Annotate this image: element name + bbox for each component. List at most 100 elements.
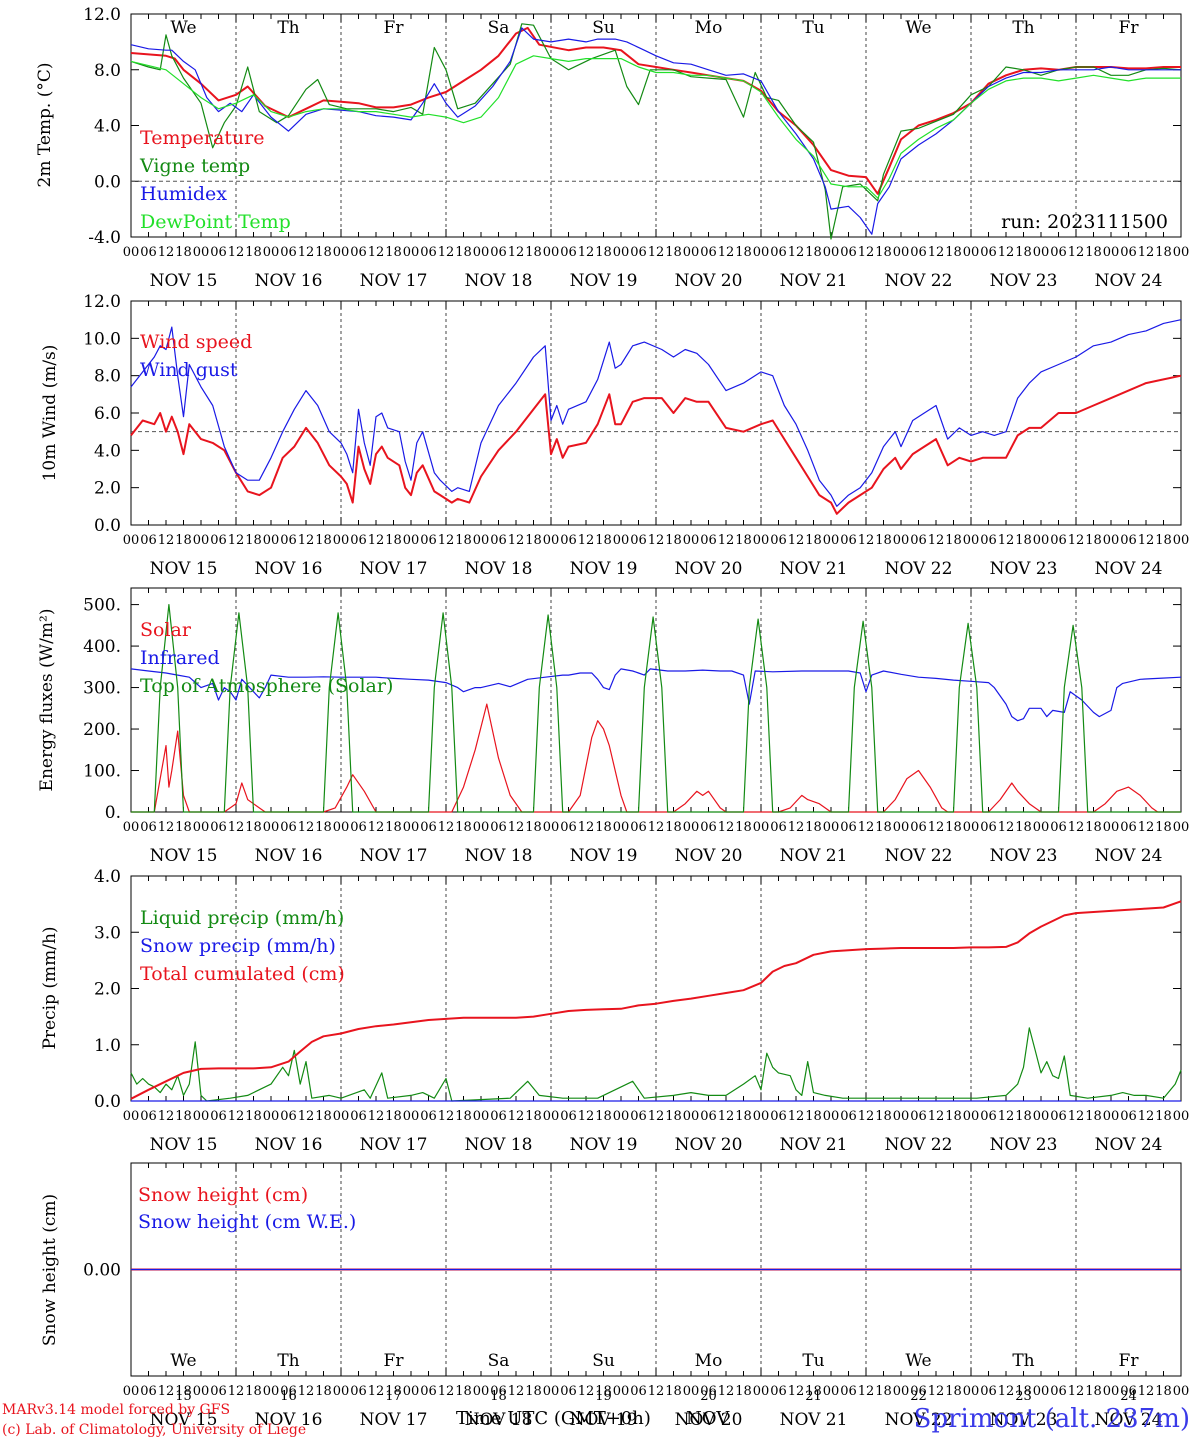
hour-tick-label: 18 <box>1015 820 1032 835</box>
hour-tick-label: 12 <box>578 245 595 260</box>
day-number-label: 16 <box>280 1389 297 1404</box>
hour-tick-label: 06 <box>420 533 437 548</box>
date-label: NOV 15 <box>150 1410 218 1430</box>
date-label: NOV 23 <box>990 1410 1058 1430</box>
hour-tick-label: 12 <box>858 820 875 835</box>
hour-tick-label: 06 <box>490 245 507 260</box>
hour-tick-label: 18 <box>875 1384 892 1399</box>
hour-tick-label: 06 <box>560 820 577 835</box>
date-label: NOV 21 <box>780 559 848 579</box>
hour-tick-label: 00 <box>263 533 280 548</box>
day-number-label: 17 <box>385 1389 402 1404</box>
day-number-label: 20 <box>700 1389 717 1404</box>
y-axis-label: Energy fluxes (W/m²) <box>37 609 57 792</box>
y-axis-label: Snow height (cm) <box>40 1194 60 1346</box>
hour-tick-label: 18 <box>595 245 612 260</box>
y-tick-label: 10.0 <box>83 329 121 349</box>
hour-tick-label: 12 <box>158 820 175 835</box>
hour-tick-label: 12 <box>1068 820 1085 835</box>
hour-tick-label: 00 <box>1173 1109 1190 1124</box>
hour-tick-label: 00 <box>333 1384 350 1399</box>
date-label: NOV 24 <box>1095 846 1163 866</box>
hour-tick-label: 00 <box>1033 245 1050 260</box>
hour-tick-label: 18 <box>735 533 752 548</box>
hour-tick-label: 06 <box>910 1384 927 1399</box>
date-label: NOV 23 <box>990 271 1058 291</box>
y-tick-label: 12.0 <box>83 5 121 25</box>
hour-tick-label: 06 <box>770 245 787 260</box>
hour-tick-label: 00 <box>683 1109 700 1124</box>
hour-tick-label: 18 <box>1015 1384 1032 1399</box>
legend-infrared: Infrared <box>140 647 220 669</box>
weekday-label: Su <box>592 1351 615 1371</box>
hour-tick-label: 18 <box>945 533 962 548</box>
hour-tick-label: 06 <box>910 820 927 835</box>
hour-tick-label: 06 <box>490 533 507 548</box>
hour-tick-label: 00 <box>963 245 980 260</box>
hour-tick-label: 06 <box>910 533 927 548</box>
hour-tick-label: 12 <box>928 1384 945 1399</box>
hour-tick-label: 06 <box>210 1384 227 1399</box>
hour-tick-label: 00 <box>403 533 420 548</box>
hour-tick-label: 00 <box>403 820 420 835</box>
hour-tick-label: 12 <box>158 1109 175 1124</box>
legend-wind-gust: Wind gust <box>140 359 238 381</box>
hour-tick-label: 00 <box>543 820 560 835</box>
hour-tick-label: 06 <box>630 533 647 548</box>
hour-tick-label: 06 <box>1120 820 1137 835</box>
hour-tick-label: 18 <box>875 533 892 548</box>
weekday-label: We <box>170 1351 196 1371</box>
hour-tick-label: 12 <box>998 533 1015 548</box>
hour-tick-label: 06 <box>140 533 157 548</box>
hour-tick-label: 12 <box>228 245 245 260</box>
hour-tick-label: 00 <box>753 245 770 260</box>
hour-tick-label: 00 <box>1103 820 1120 835</box>
hour-tick-label: 18 <box>525 820 542 835</box>
hour-tick-label: 06 <box>630 1384 647 1399</box>
date-label: NOV 22 <box>885 271 953 291</box>
hour-tick-label: 00 <box>823 1384 840 1399</box>
y-tick-label: 2.0 <box>94 479 121 499</box>
hour-tick-label: 00 <box>613 533 630 548</box>
day-number-label: 23 <box>1015 1389 1032 1404</box>
hour-tick-label: 00 <box>193 1384 210 1399</box>
hour-tick-label: 18 <box>525 533 542 548</box>
series-line-wind-speed <box>130 374 1182 515</box>
hour-tick-label: 12 <box>508 1109 525 1124</box>
hour-tick-label: 06 <box>840 245 857 260</box>
weekday-label: Th <box>1012 1351 1034 1371</box>
hour-tick-label: 18 <box>175 533 192 548</box>
hour-tick-label: 06 <box>700 1384 717 1399</box>
hour-tick-label: 00 <box>1033 1109 1050 1124</box>
hour-tick-label: 12 <box>788 1109 805 1124</box>
hour-tick-label: 12 <box>648 245 665 260</box>
hour-tick-label: 06 <box>980 1384 997 1399</box>
weekday-label: Fr <box>384 1351 405 1371</box>
y-tick-label: 2.0 <box>94 980 121 1000</box>
hour-tick-label: 06 <box>560 1384 577 1399</box>
hour-tick-label: 18 <box>735 1109 752 1124</box>
date-label: NOV 15 <box>150 846 218 866</box>
x-axis-label: Time UTC (GMT+0h) <box>456 1408 651 1429</box>
hour-tick-label: 18 <box>245 245 262 260</box>
hour-tick-label: 00 <box>613 1109 630 1124</box>
hour-tick-label: 18 <box>245 820 262 835</box>
hour-tick-label: 18 <box>875 245 892 260</box>
date-label: NOV 18 <box>465 559 533 579</box>
hour-tick-label: 18 <box>595 1109 612 1124</box>
hour-tick-label: 06 <box>490 1109 507 1124</box>
hour-tick-label: 06 <box>280 1109 297 1124</box>
hour-tick-label: 12 <box>368 533 385 548</box>
hour-tick-label: 06 <box>490 1384 507 1399</box>
hour-tick-label: 00 <box>123 245 140 260</box>
hour-tick-label: 00 <box>263 1384 280 1399</box>
hour-tick-label: 12 <box>1068 1109 1085 1124</box>
weekday-label: Fr <box>1119 1351 1140 1371</box>
hour-tick-label: 18 <box>735 820 752 835</box>
hour-tick-label: 18 <box>1015 245 1032 260</box>
hour-tick-label: 00 <box>193 533 210 548</box>
weekday-label: Th <box>277 18 299 38</box>
hour-tick-label: 00 <box>1103 533 1120 548</box>
hour-tick-label: 06 <box>350 1109 367 1124</box>
